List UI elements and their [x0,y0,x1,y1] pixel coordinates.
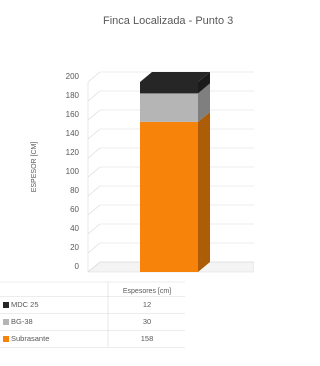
bar [140,82,198,93]
y-tick-label: 180 [66,91,80,100]
y-tick-label: 40 [70,224,79,233]
y-tick-label: 60 [70,205,79,214]
legend-label: BG-38 [11,317,33,326]
legend-label: MDC 25 [11,300,39,309]
y-axis-label: ESPESOR [CM] [31,142,38,193]
table-value: 158 [141,334,154,343]
legend-swatch [3,319,9,325]
bar-side [198,112,210,272]
legend-swatch [3,302,9,308]
y-tick-label: 160 [66,110,80,119]
y-tick-label: 100 [66,167,80,176]
y-tick-label: 140 [66,129,80,138]
background [0,0,254,366]
y-tick-label: 20 [70,243,79,252]
chart: Finca Localizada - Punto 3 ESPESOR [CM] … [0,0,254,366]
chart-title: Finca Localizada - Punto 3 [103,15,233,27]
bar [140,122,198,272]
table-value: 30 [143,317,151,326]
y-tick-label: 80 [70,186,79,195]
bar-top [140,72,210,82]
y-tick-label: 0 [75,262,80,271]
y-tick-label: 120 [66,148,80,157]
y-tick-label: 200 [66,72,80,81]
legend-swatch [3,336,9,342]
bar [140,93,198,122]
table-header: Espesores [cm] [123,288,171,295]
table-value: 12 [143,300,151,309]
legend-label: Subrasante [11,334,49,343]
